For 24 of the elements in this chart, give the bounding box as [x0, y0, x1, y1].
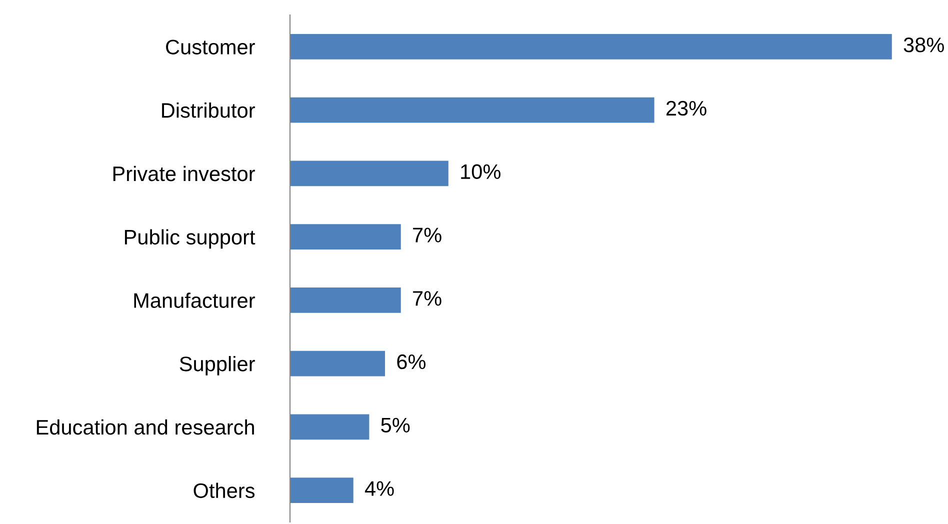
y-tick-label: Customer	[166, 40, 255, 54]
bar	[290, 160, 448, 186]
y-tick-label: Manufacturer	[134, 292, 255, 308]
y-tick-label: Others	[194, 482, 255, 498]
bar	[290, 350, 386, 376]
data-label: 7%	[413, 228, 442, 242]
bar	[290, 288, 401, 313]
bar	[290, 224, 401, 250]
y-tick-label: Supplier	[180, 356, 255, 376]
data-label: 7%	[413, 291, 442, 306]
data-label: 5%	[381, 418, 410, 433]
bar	[290, 478, 354, 503]
data-label: 6%	[397, 354, 426, 370]
bar	[290, 414, 370, 440]
y-tick-label: Public support	[124, 229, 256, 249]
data-label: 38%	[904, 38, 944, 52]
bar	[290, 97, 654, 123]
data-label: 4%	[364, 481, 394, 496]
y-tick-label: Education and research	[36, 419, 254, 435]
bar	[290, 34, 892, 60]
y-tick-label: Private investor	[113, 166, 255, 182]
data-label: 10%	[461, 164, 500, 180]
y-tick-label: Distributor	[162, 102, 255, 118]
data-label: 23%	[666, 100, 706, 116]
